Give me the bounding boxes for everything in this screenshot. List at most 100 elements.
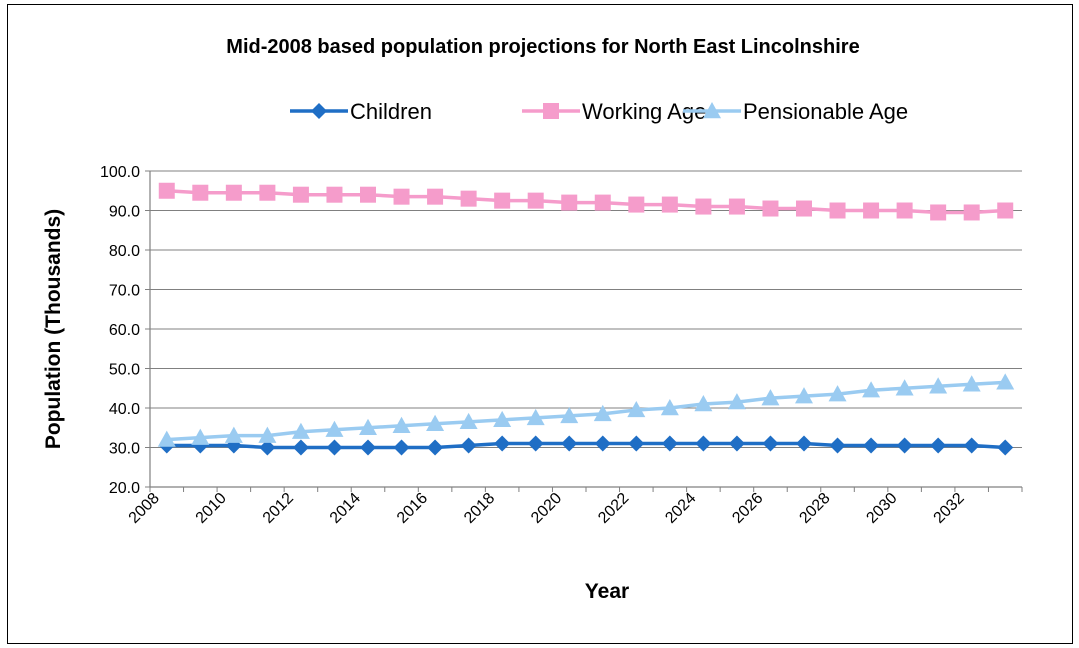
data-point-working-age bbox=[762, 200, 779, 217]
legend: Children Working Age Pensionable Age bbox=[290, 99, 908, 124]
data-point-working-age bbox=[292, 186, 309, 203]
data-point-working-age bbox=[561, 194, 578, 211]
data-point-working-age bbox=[796, 200, 812, 217]
data-point-children bbox=[628, 435, 645, 452]
y-tick-label: 20.0 bbox=[109, 480, 140, 497]
x-tick-label: 2028 bbox=[796, 490, 833, 527]
data-point-children bbox=[460, 437, 477, 454]
x-tick-label: 2018 bbox=[461, 490, 498, 527]
data-point-children bbox=[829, 437, 846, 454]
data-point-pensionable-age bbox=[962, 375, 981, 392]
x-tick-label: 2010 bbox=[193, 490, 230, 527]
grid-lines bbox=[145, 170, 1022, 488]
data-point-children bbox=[527, 435, 544, 452]
y-axis-label: Population (Thousands) bbox=[42, 209, 65, 449]
data-point-pensionable-age bbox=[862, 381, 881, 398]
data-point-working-age bbox=[427, 188, 444, 205]
data-point-pensionable-age bbox=[761, 389, 780, 406]
data-point-children bbox=[796, 435, 812, 452]
data-point-working-age bbox=[896, 202, 913, 219]
x-tick-label: 2032 bbox=[931, 490, 968, 527]
data-point-working-age bbox=[628, 196, 645, 213]
data-point-working-age bbox=[192, 184, 209, 201]
data-point-children bbox=[930, 437, 947, 454]
data-point-children bbox=[292, 439, 309, 456]
data-point-pensionable-age bbox=[593, 404, 612, 422]
data-point-working-age bbox=[963, 204, 980, 221]
x-tick-label: 2022 bbox=[595, 490, 632, 527]
data-point-pensionable-age bbox=[727, 393, 746, 410]
data-point-children bbox=[762, 435, 779, 452]
chart-title: Mid-2008 based population projections fo… bbox=[226, 36, 859, 58]
x-tick-labels: 2008 2010 2012 2014 2016 2018 2020 2022 2024 2026… bbox=[126, 490, 968, 527]
data-point-children bbox=[728, 435, 745, 452]
data-point-pensionable-age bbox=[828, 385, 847, 402]
data-point-children bbox=[561, 435, 578, 452]
data-point-children bbox=[326, 439, 343, 456]
data-point-working-age bbox=[393, 188, 410, 205]
legend-label-pensionable-age: Pensionable Age bbox=[743, 99, 908, 124]
data-point-pensionable-age bbox=[694, 395, 713, 412]
series-line-working-age bbox=[166, 189, 1006, 215]
data-point-pensionable-age bbox=[996, 373, 1015, 390]
data-point-working-age bbox=[527, 192, 544, 209]
data-point-pensionable-age bbox=[157, 430, 176, 447]
axes bbox=[149, 171, 1023, 492]
y-tick-label: 70.0 bbox=[109, 283, 140, 300]
y-tick-label: 80.0 bbox=[109, 243, 140, 260]
data-point-pensionable-age bbox=[660, 399, 679, 416]
data-point-children bbox=[863, 437, 880, 454]
legend-marker-pensionable-age bbox=[703, 102, 721, 119]
data-point-working-age bbox=[661, 196, 678, 213]
data-point-pensionable-age bbox=[459, 412, 478, 430]
data-point-children bbox=[594, 435, 611, 452]
data-point-children bbox=[695, 435, 712, 452]
data-point-pensionable-age bbox=[526, 408, 545, 426]
data-point-working-age bbox=[728, 198, 745, 215]
data-point-working-age bbox=[930, 204, 947, 221]
x-tick-label: 2030 bbox=[863, 490, 900, 527]
y-tick-label: 30.0 bbox=[109, 441, 140, 458]
series-line-pensionable-age bbox=[166, 380, 1006, 442]
data-point-working-age bbox=[225, 184, 242, 201]
data-point-children bbox=[393, 439, 410, 456]
data-point-pensionable-age bbox=[895, 379, 914, 396]
data-point-children bbox=[427, 439, 444, 456]
series-pensionable-age bbox=[157, 373, 1015, 447]
data-point-pensionable-age bbox=[325, 420, 344, 437]
data-point-pensionable-age bbox=[929, 377, 948, 394]
data-point-working-age bbox=[360, 186, 376, 203]
x-tick-label: 2026 bbox=[729, 490, 766, 527]
legend-marker-children bbox=[311, 103, 327, 119]
data-point-working-age bbox=[863, 202, 880, 219]
data-point-pensionable-age bbox=[795, 387, 813, 404]
data-point-working-age bbox=[259, 184, 276, 201]
y-tick-label: 50.0 bbox=[109, 362, 140, 379]
data-point-working-age bbox=[997, 202, 1014, 219]
data-point-working-age bbox=[494, 192, 511, 209]
data-point-children bbox=[896, 437, 913, 454]
series-working-age bbox=[158, 182, 1014, 221]
data-point-working-age bbox=[460, 190, 477, 207]
series-children bbox=[158, 435, 1014, 456]
data-point-children bbox=[259, 439, 276, 456]
legend-item-pensionable-age: Pensionable Age bbox=[683, 99, 908, 124]
legend-item-working-age: Working Age bbox=[522, 99, 706, 124]
data-point-pensionable-age bbox=[392, 416, 411, 433]
data-point-pensionable-age bbox=[426, 414, 445, 431]
data-point-children bbox=[997, 439, 1014, 456]
data-point-pensionable-age bbox=[627, 400, 646, 418]
data-point-working-age bbox=[695, 198, 712, 215]
legend-item-children: Children bbox=[290, 99, 432, 124]
data-point-children bbox=[963, 437, 980, 454]
data-point-pensionable-age bbox=[224, 426, 243, 443]
x-tick-label: 2012 bbox=[260, 490, 297, 527]
x-tick-label: 2016 bbox=[394, 490, 431, 527]
data-point-pensionable-age bbox=[191, 428, 210, 445]
x-tick-label: 2020 bbox=[528, 490, 565, 527]
y-tick-label: 40.0 bbox=[109, 401, 140, 418]
x-tick-label: 2024 bbox=[662, 490, 699, 527]
y-tick-label: 90.0 bbox=[109, 204, 140, 221]
data-point-children bbox=[360, 439, 376, 456]
